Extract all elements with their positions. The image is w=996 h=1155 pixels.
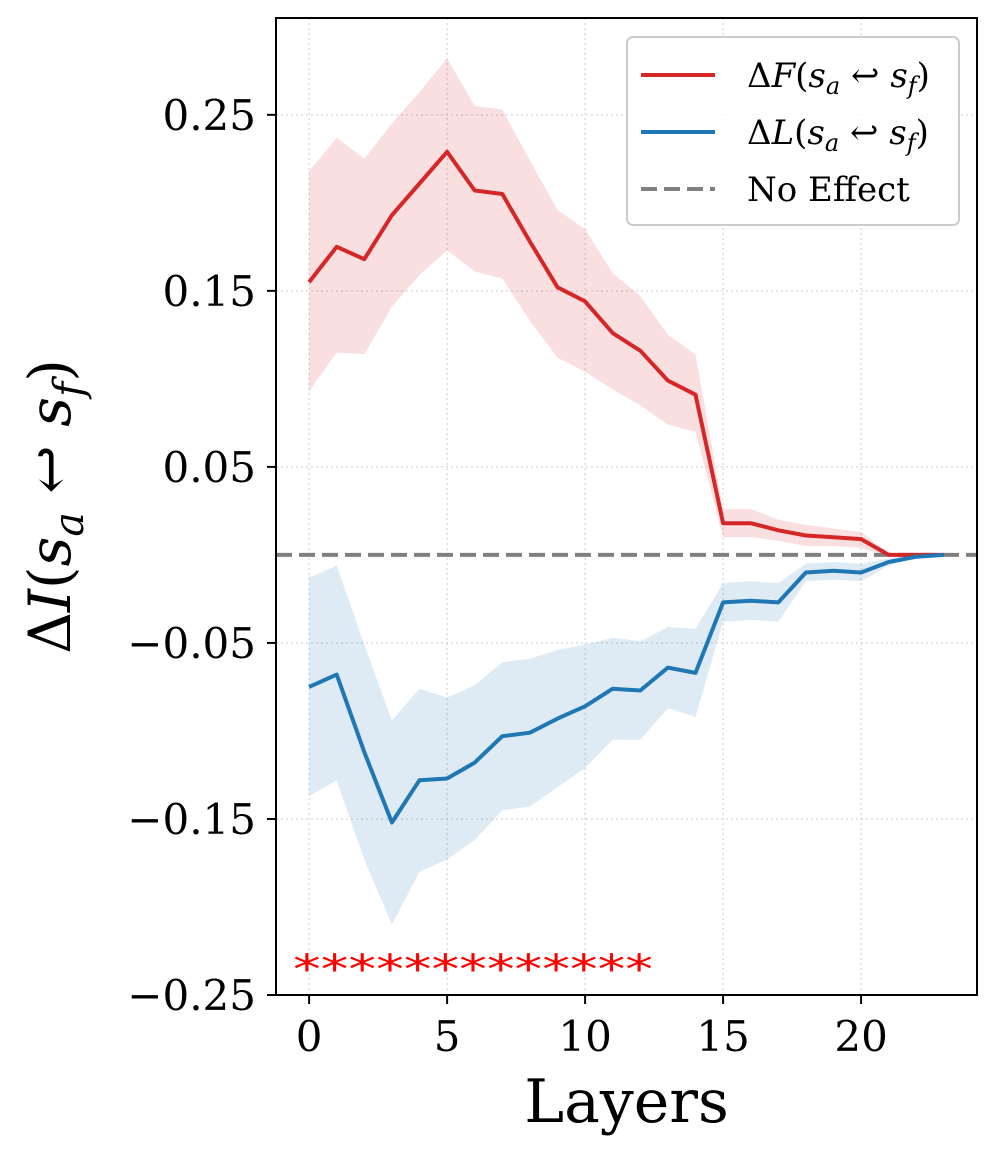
x-tick-label: 20 xyxy=(834,1012,887,1061)
x-tick-label: 0 xyxy=(296,1012,323,1061)
series-line-0 xyxy=(307,149,944,557)
confidence-band-1 xyxy=(309,553,944,925)
y-tick-label: 0.05 xyxy=(162,443,256,492)
series-lines xyxy=(307,149,945,825)
legend-label-0: ΔF(sa ↩ sf) xyxy=(747,56,930,100)
legend-box xyxy=(626,36,960,226)
x-axis-label: Layers xyxy=(524,1067,729,1137)
y-tick-label: 0.25 xyxy=(162,91,256,140)
legend: ΔF(sa ↩ sf) ΔL(sa ↩ sf) No Effect xyxy=(626,36,960,226)
legend-label-1: ΔL(sa ↩ sf) xyxy=(747,113,929,157)
x-tick-label: 5 xyxy=(434,1012,461,1061)
y-tick-label: 0.15 xyxy=(162,267,256,316)
legend-label-2: No Effect xyxy=(747,170,910,210)
significance-stars: ************* xyxy=(293,947,653,993)
y-tick-label: −0.15 xyxy=(127,795,256,844)
y-axis-ticks: −0.25 −0.15 −0.05 0.05 0.15 0.25 xyxy=(127,91,276,1020)
x-axis-ticks: 0 5 10 15 20 xyxy=(296,995,888,1061)
plot-frame xyxy=(275,17,978,996)
y-tick-label: −0.05 xyxy=(127,619,256,668)
x-tick-label: 10 xyxy=(558,1012,611,1061)
x-tick-label: 15 xyxy=(696,1012,749,1061)
y-tick-label: −0.25 xyxy=(127,971,256,1020)
y-axis-label: ΔI(sa ↩ sf) xyxy=(16,359,93,654)
series-line-1 xyxy=(308,552,945,825)
